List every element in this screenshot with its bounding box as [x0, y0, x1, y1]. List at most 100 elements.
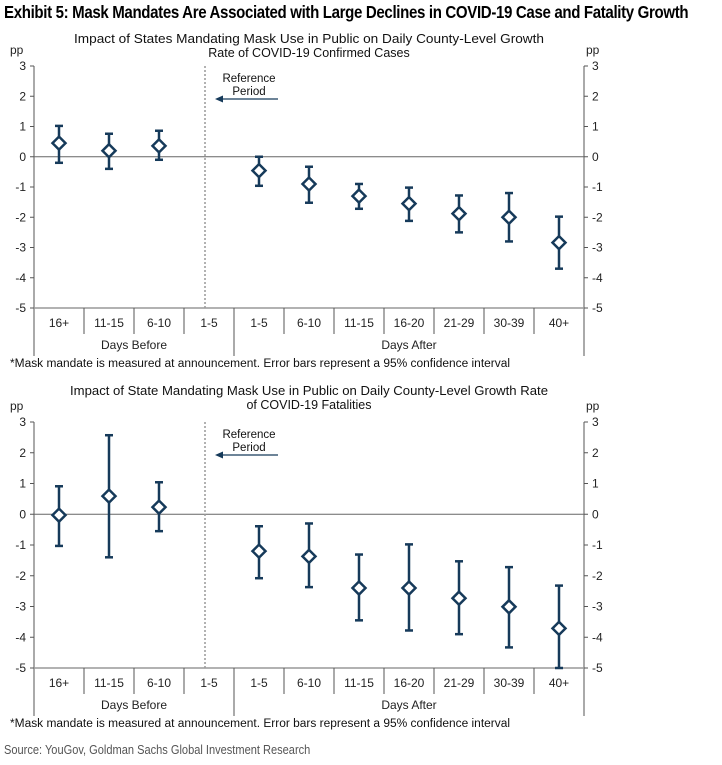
y-tick-label-right: -4	[592, 271, 603, 285]
x-tick-label: 1-5	[250, 316, 268, 330]
y-tick-label-left: -4	[15, 630, 26, 644]
diamond-marker	[350, 579, 368, 597]
diamond-marker	[550, 620, 568, 637]
diamond-marker	[400, 195, 418, 212]
data-point-9	[500, 565, 518, 649]
diamond-marker	[250, 162, 268, 179]
y-tick-label-right: -3	[592, 600, 603, 614]
chart-footnote: *Mask mandate is measured at announcemen…	[10, 358, 510, 370]
diamond-marker	[250, 542, 268, 560]
y-tick-label-left: 3	[19, 59, 26, 73]
x-tick-label: 16-20	[394, 316, 425, 330]
group-label: Days After	[381, 338, 436, 352]
diamond-marker	[50, 506, 68, 524]
reference-label: Reference	[222, 73, 275, 85]
reference-label: Period	[232, 86, 265, 98]
x-tick-label: 30-39	[494, 676, 525, 690]
y-tick-label-left: -5	[15, 301, 26, 315]
diamond-marker	[550, 234, 568, 251]
x-tick-label: 16+	[49, 316, 69, 330]
x-tick-label: 21-29	[444, 316, 475, 330]
chart-title-line: of COVID-19 Fatalities	[246, 398, 371, 412]
chart-footnote: *Mask mandate is measured at announcemen…	[10, 718, 510, 730]
chart-title-line: Impact of States Mandating Mask Use in P…	[74, 32, 544, 46]
y-tick-label-left: -4	[15, 271, 26, 285]
y-tick-label-left: 0	[19, 507, 26, 521]
chart-fatalities: Impact of State Mandating Mask Use in Pu…	[10, 384, 603, 730]
data-point-10	[550, 584, 568, 670]
data-point-10	[550, 215, 568, 270]
y-tick-label-right: -3	[592, 241, 603, 255]
x-tick-label: 6-10	[297, 316, 321, 330]
x-tick-label: 16-20	[394, 676, 425, 690]
y-tick-label-left: 2	[19, 446, 26, 460]
x-tick-label: 40+	[549, 316, 569, 330]
x-tick-label: 6-10	[147, 316, 171, 330]
y-tick-label-right: 1	[592, 120, 599, 134]
x-tick-label: 1-5	[200, 676, 218, 690]
diamond-marker	[150, 498, 168, 516]
x-tick-label: 21-29	[444, 676, 475, 690]
y-tick-label-right: 0	[592, 507, 599, 521]
chart-title-line: Impact of State Mandating Mask Use in Pu…	[70, 384, 548, 398]
x-tick-label: 6-10	[297, 676, 321, 690]
diamond-marker	[350, 187, 368, 205]
diamond-marker	[100, 142, 118, 159]
data-point-5	[300, 522, 318, 589]
exhibit-title: Exhibit 5: Mask Mandates Are Associated …	[4, 2, 689, 22]
data-point-5	[300, 165, 318, 204]
data-point-4	[250, 155, 268, 188]
y-tick-label-right: -5	[592, 301, 603, 315]
data-point-0	[50, 124, 68, 165]
diamond-marker	[500, 598, 518, 616]
y-tick-label-right: -5	[592, 661, 603, 675]
y-tick-label-right: 2	[592, 89, 599, 103]
data-point-7	[400, 186, 418, 223]
y-tick-label-left: 3	[19, 415, 26, 429]
diamond-marker	[300, 548, 318, 565]
y-tick-label-right: -4	[592, 630, 603, 644]
data-point-9	[500, 191, 518, 243]
reference-label: Period	[232, 442, 265, 454]
y-tick-label-right: 3	[592, 415, 599, 429]
y-tick-label-left: -1	[15, 538, 26, 552]
data-point-8	[450, 560, 468, 636]
chart-confirmed-cases: Impact of States Mandating Mask Use in P…	[10, 32, 603, 370]
diamond-marker	[400, 579, 418, 597]
y-tick-label-right: 0	[592, 150, 599, 164]
y-tick-label-left: -3	[15, 241, 26, 255]
data-point-4	[250, 524, 268, 580]
y-axis-label-left: pp	[10, 43, 24, 57]
data-point-2	[150, 129, 168, 162]
source-note: Source: YouGov, Goldman Sachs Global Inv…	[4, 742, 311, 757]
y-axis-label-right: pp	[586, 399, 600, 413]
x-tick-label: 11-15	[344, 316, 374, 330]
y-tick-label-left: 2	[19, 89, 26, 103]
data-point-2	[150, 481, 168, 533]
diamond-marker	[450, 205, 468, 222]
diamond-marker	[150, 137, 168, 155]
x-tick-label: 11-15	[94, 316, 124, 330]
y-tick-label-left: 1	[19, 120, 26, 134]
reference-arrow-head	[215, 451, 223, 459]
group-label: Days Before	[101, 338, 167, 352]
diamond-marker	[50, 134, 68, 152]
data-point-6	[350, 182, 368, 211]
diamond-marker	[500, 208, 518, 226]
data-point-6	[350, 553, 368, 622]
y-tick-label-left: 0	[19, 150, 26, 164]
y-tick-label-left: -3	[15, 600, 26, 614]
y-tick-label-right: -1	[592, 538, 603, 552]
reference-label: Reference	[222, 429, 275, 441]
y-tick-label-left: -5	[15, 661, 26, 675]
y-tick-label-right: 2	[592, 446, 599, 460]
chart-title-line: Rate of COVID-19 Confirmed Cases	[208, 46, 409, 60]
y-tick-label-right: -1	[592, 180, 603, 194]
data-point-8	[450, 194, 468, 234]
data-point-7	[400, 543, 418, 632]
x-tick-label: 1-5	[200, 316, 218, 330]
data-point-1	[100, 433, 118, 559]
data-point-1	[100, 132, 118, 171]
group-label: Days Before	[101, 698, 167, 712]
y-tick-label-left: -2	[15, 569, 26, 583]
